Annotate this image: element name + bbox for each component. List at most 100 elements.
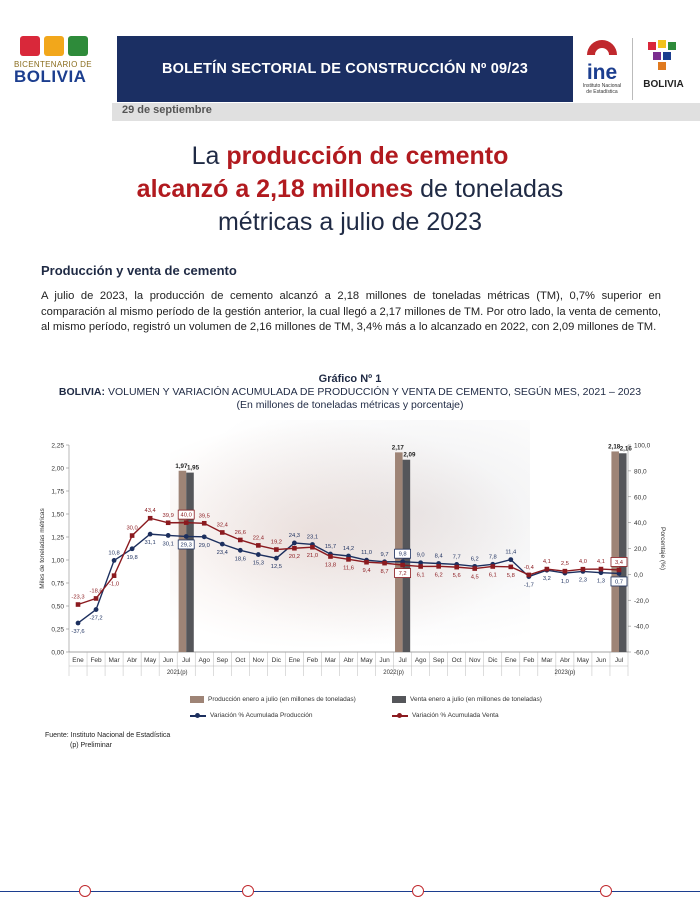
- x-tick-label: Feb: [307, 657, 319, 664]
- data-point-production: [598, 570, 604, 576]
- data-label-sales: 4,5: [471, 575, 479, 581]
- ine-sub: Instituto Nacional de Estadística: [582, 83, 622, 95]
- legend-label: Venta enero a julio (en millones de tone…: [410, 696, 542, 703]
- x-tick-label: Mar: [541, 657, 553, 664]
- bicentenario-marks-icon: [20, 36, 106, 56]
- chart: 0,00 0,25 0,50 0,75 1,00 1,25 1,50 1,75 2,00 2,25…: [39, 443, 666, 676]
- y-tick-label-left: 1,25: [51, 535, 64, 542]
- year-label: 2021(p): [167, 670, 188, 676]
- data-point-production: [273, 555, 279, 561]
- data-label-sales: 2,5: [561, 561, 569, 567]
- data-point-production: [255, 552, 261, 557]
- headline-part5: métricas a julio de 2023: [217, 208, 483, 236]
- data-label-production: 11,4: [505, 550, 517, 556]
- data-label-sales: 39,5: [199, 513, 210, 519]
- data-point-production: [129, 546, 135, 552]
- data-label-sales: 21,0: [307, 553, 318, 559]
- data-label-sales: 7,2: [399, 571, 407, 577]
- data-label-production: 8,4: [435, 554, 444, 560]
- bar-value-label: 1,95: [187, 465, 200, 472]
- data-label-production: 12,5: [271, 564, 282, 570]
- y-tick-label-right: 40,0: [634, 520, 647, 527]
- data-point-sales: [436, 564, 441, 569]
- data-label-sales: 19,2: [271, 540, 282, 546]
- data-point-production: [418, 560, 424, 566]
- chart-title: VOLUMEN Y VARIACIÓN ACUMULADA DE PRODUCC…: [107, 386, 642, 398]
- x-tick-label: Ene: [289, 657, 301, 664]
- bar: [178, 470, 187, 652]
- x-tick-label: Dic: [488, 657, 498, 664]
- data-point-production: [219, 541, 225, 547]
- data-point-production: [508, 557, 514, 563]
- bar: [618, 453, 627, 652]
- x-tick-label: Abr: [127, 657, 138, 664]
- y-tick-label-left: 1,50: [51, 512, 64, 519]
- legend-swatch: [392, 696, 406, 703]
- data-label-sales: 4,1: [597, 559, 605, 565]
- data-point-sales: [490, 564, 496, 569]
- footer-dot-icon: [79, 885, 91, 897]
- data-point-sales: [562, 568, 568, 574]
- source-line2: (p) Preliminar: [70, 742, 113, 749]
- data-point-sales: [580, 566, 586, 572]
- data-label-production: 9,8: [399, 552, 407, 558]
- data-label-production: 15,3: [253, 561, 264, 567]
- data-label-production: 24,3: [289, 533, 300, 539]
- data-label-production: 6,2: [471, 556, 479, 562]
- data-label-production: 0,7: [615, 579, 623, 585]
- data-label-sales: 39,9: [163, 513, 174, 519]
- y-tick-label-left: 2,25: [51, 443, 64, 450]
- bar: [186, 472, 194, 652]
- footer-dot-icon: [412, 885, 424, 897]
- chart-legend: Producción enero a julio (en millones de…: [160, 694, 580, 728]
- data-label-sales: 6,1: [417, 572, 425, 578]
- data-point-sales: [147, 515, 153, 521]
- x-tick-label: Dic: [272, 657, 282, 664]
- data-label-production: 30,1: [163, 541, 174, 547]
- data-point-sales: [508, 564, 514, 570]
- data-label-box: [177, 509, 195, 520]
- data-point-sales: [93, 596, 99, 601]
- date-bar: [112, 103, 700, 121]
- data-label-production: 9,7: [381, 552, 389, 558]
- data-point-sales: [382, 560, 387, 566]
- y-tick-label-right: 80,0: [634, 468, 647, 475]
- bar: [611, 451, 619, 652]
- data-label-production: 10,8: [108, 550, 119, 556]
- chart-title-prefix: BOLIVIA:: [58, 386, 106, 398]
- data-label-sales: 6,1: [489, 572, 497, 578]
- source-line1: Fuente: Instituto Nacional de Estadístic…: [45, 732, 171, 739]
- data-label-sales: 4,0: [579, 559, 587, 565]
- data-point-sales: [598, 566, 604, 572]
- y-tick-label-left: 0,75: [51, 581, 64, 588]
- data-point-sales: [292, 545, 297, 551]
- data-label-box: [610, 557, 628, 567]
- data-point-sales: [75, 602, 81, 607]
- data-point-sales: [418, 564, 423, 569]
- data-point-sales: [129, 533, 135, 538]
- x-tick-label: Sep: [216, 657, 228, 664]
- data-label-sales: 3,4: [615, 560, 624, 566]
- gov-label: BOLIVIA: [643, 79, 684, 90]
- data-label-box: [394, 548, 411, 559]
- x-tick-label: Jul: [182, 657, 191, 664]
- legend-swatch: [190, 712, 206, 718]
- y-axis-left-title: Miles de toneladas métricas: [39, 507, 46, 588]
- data-point-sales: [364, 559, 369, 565]
- section-heading: Producción y venta de cemento: [41, 263, 237, 278]
- legend-swatch: [392, 712, 408, 718]
- government-emblem-icon: [647, 40, 676, 70]
- data-point-sales: [472, 566, 478, 571]
- data-label-production: 29,0: [199, 543, 210, 549]
- data-point-production: [93, 607, 99, 612]
- x-tick-label: Feb: [90, 657, 102, 664]
- legend-item-production-bar: Producción enero a julio (en millones de…: [190, 696, 356, 703]
- bar-value-label: 1,97: [175, 463, 188, 470]
- legend-swatch: [190, 696, 204, 703]
- y-tick-label-right: -20,0: [634, 598, 649, 605]
- data-point-sales: [346, 557, 351, 562]
- data-label-production: 14,2: [343, 546, 354, 552]
- data-label-sales: -0,4: [524, 565, 535, 571]
- logo-line1: BICENTENARIO DE: [14, 60, 92, 69]
- year-label: 2023(p): [555, 670, 576, 676]
